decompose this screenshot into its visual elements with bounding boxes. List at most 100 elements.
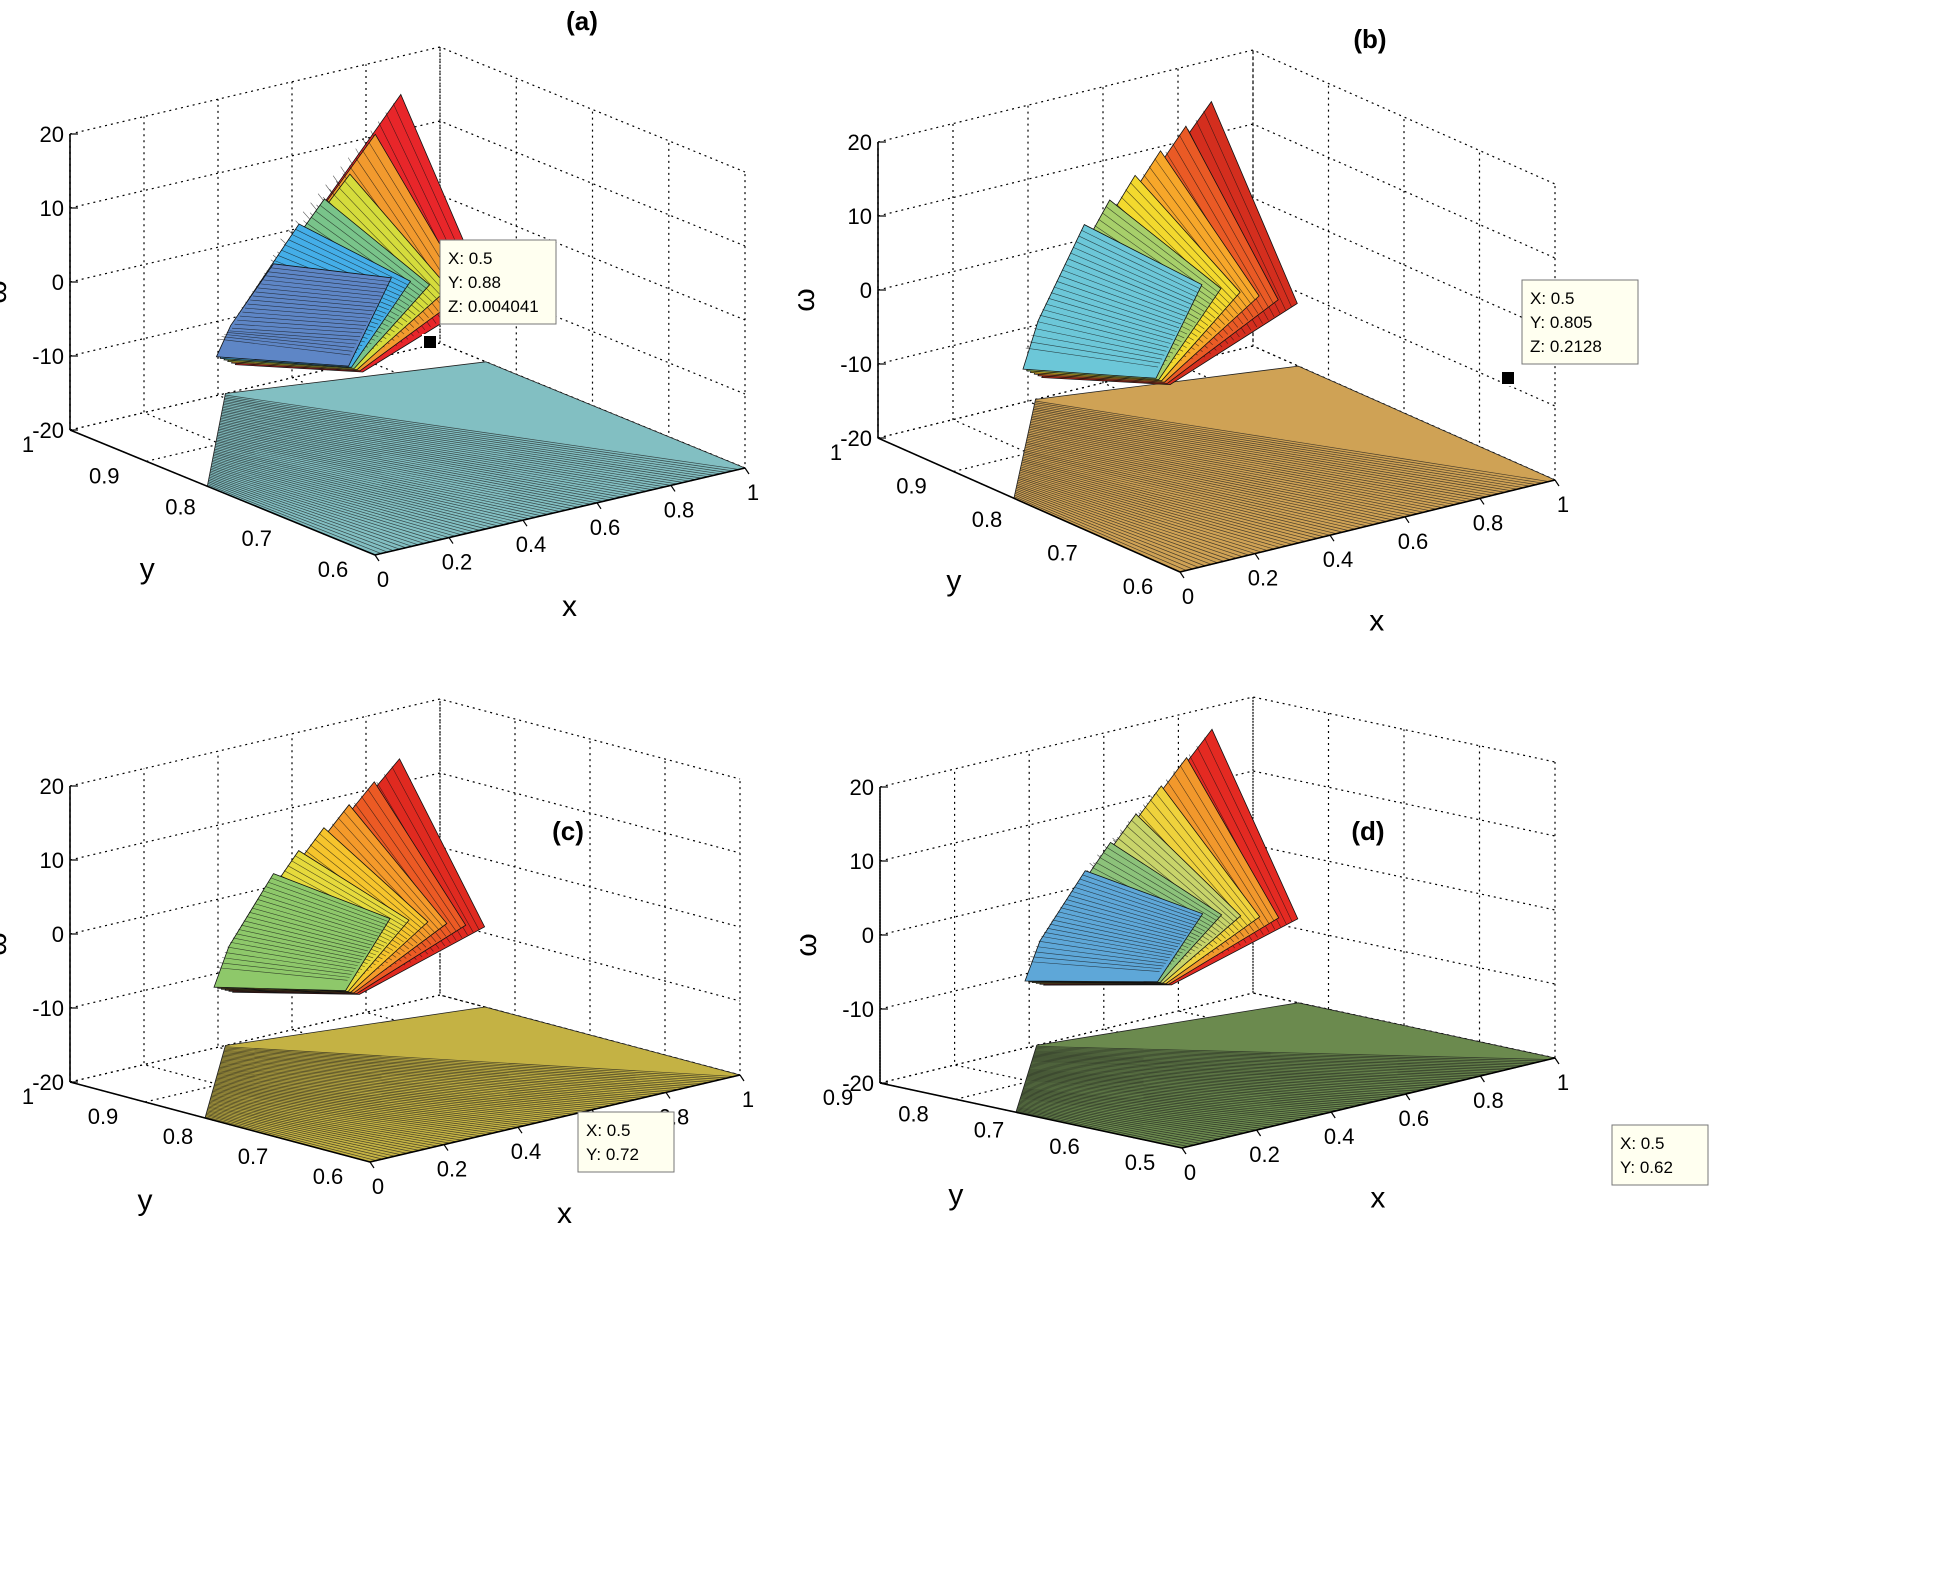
band-mesh-line [360,795,457,931]
mesh-line [207,484,382,554]
mesh-line [1022,1091,1294,1122]
mesh-line [217,433,585,507]
mesh-line [221,414,659,489]
x-tick-label: 0.4 [1324,1124,1355,1149]
x-tick-label: 0.2 [442,550,473,575]
x-tick-label: 0.4 [1323,547,1354,572]
mesh-line [1035,1049,1531,1065]
mesh-line [208,1105,432,1148]
x-tick [522,519,528,527]
mesh-line [1024,450,1362,528]
grid-line-z [69,698,741,787]
mesh-line [1027,1072,1400,1096]
z-tick-label: -10 [840,352,872,377]
surface-bands [1024,728,1299,986]
band-mesh-line [229,330,359,341]
band-mesh-line [1053,286,1180,329]
mesh-line [221,411,672,486]
mesh-line [1031,1061,1462,1081]
mesh-line [217,1071,605,1108]
grid-line-z [879,696,1556,788]
band-mesh-line [1061,269,1186,317]
band-mesh-line [249,911,372,946]
x-tick [739,1074,745,1082]
band-mesh-line [1071,890,1193,928]
band-mesh-line [254,903,377,940]
x-tick-label: 0.8 [1473,1088,1504,1113]
band-mesh-line [221,336,353,352]
mesh-line [1032,1058,1481,1077]
mesh-line [1028,428,1443,508]
mesh-line [225,394,739,470]
mesh-line [1026,1076,1381,1101]
grid-line-z [879,844,1556,936]
band-mesh-line [1070,252,1192,305]
z-tick-label: 10 [850,849,874,874]
mesh-line [209,1101,451,1144]
mesh-line [223,402,709,478]
band-mesh-line [247,303,372,315]
grid-line-z [69,120,746,247]
grid-line-z [69,846,741,935]
mesh-line [1018,478,1256,554]
band-mesh-line [260,283,382,297]
z-axis-label: ω [0,932,13,955]
x-tick-label: 0.4 [516,532,547,557]
mesh-line [1021,461,1318,539]
x-tick-label: 0.2 [437,1157,468,1182]
mesh-line [1025,1081,1350,1108]
x-tick-label: 0.6 [1398,529,1429,554]
mesh-line [1023,1087,1319,1116]
band-mesh-line [1059,275,1184,321]
band-mesh-line [1102,852,1217,921]
mesh-line [213,453,505,525]
band-mesh-line [1038,940,1168,961]
mesh-line [1034,1051,1518,1068]
mesh-line [212,1091,506,1131]
grid-line-y [879,697,1254,1084]
band-mesh-line [1126,825,1234,922]
band-mesh-line [1204,737,1293,922]
mesh-line [210,468,443,540]
band-mesh-line [263,279,384,293]
x-tick [1254,553,1260,560]
z-axis-label: ω [0,280,13,303]
x-axis-label: x [562,590,577,623]
band-mesh-line [218,338,351,356]
x-tick [1404,516,1410,524]
grid-line-y [69,47,441,431]
mesh-line [1028,1070,1413,1093]
mesh-line [1023,451,1356,530]
mesh-line [208,478,406,549]
mesh-line [1030,420,1474,501]
mesh-line [213,451,511,524]
mesh-line [211,1093,494,1134]
mesh-line [1033,407,1524,489]
mesh-line [209,471,431,543]
mesh-line [215,1080,562,1118]
x-axis [1181,1057,1556,1149]
y-tick-label: 0.8 [163,1124,194,1149]
surface-floor [1013,365,1557,573]
band-mesh-line [367,788,461,929]
band-mesh-line [1106,847,1220,918]
datatip-line: X: 0.5 [448,249,492,268]
grid-line-x [1027,105,1331,536]
mesh-line [1033,1053,1506,1071]
x-tick [670,485,676,492]
mesh-line [1031,418,1481,499]
mesh-line [214,1085,537,1124]
y-tick-label: 0.7 [1047,541,1078,566]
band-mesh-line [1046,927,1174,953]
x-tick [596,502,602,510]
z-tick-label: 20 [40,122,64,147]
band-mesh-line [1130,182,1237,297]
surface-mesh [1014,400,1549,571]
band-mesh [216,877,389,981]
band-mesh-line [1149,798,1252,923]
surface-bands [215,93,488,373]
mesh-line [1030,422,1468,502]
mesh-line [214,450,517,522]
band-mesh-line [1196,745,1287,925]
x-axis [1179,479,1556,573]
